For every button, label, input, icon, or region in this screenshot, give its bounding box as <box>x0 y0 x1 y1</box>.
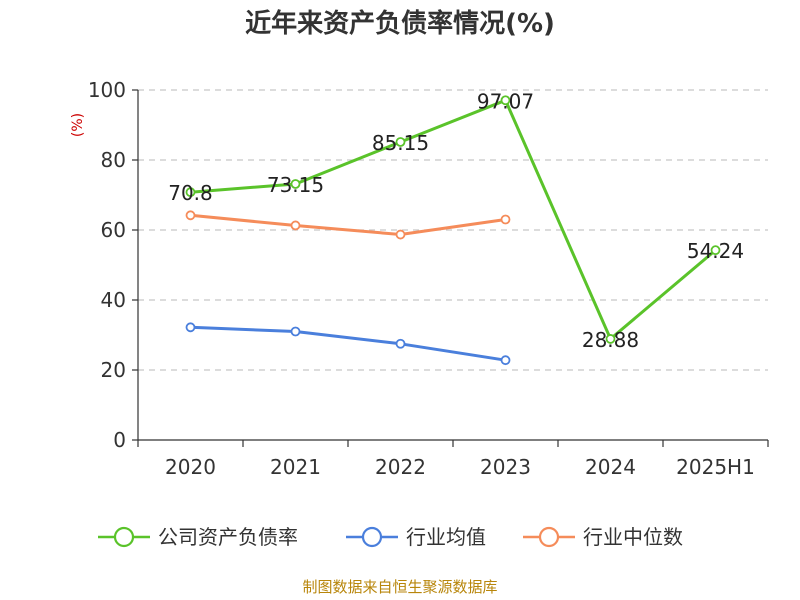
legend-label: 行业均值 <box>406 525 486 549</box>
data-point[interactable] <box>185 187 196 198</box>
series-2 <box>185 210 511 240</box>
legend-label: 公司资产负债率 <box>158 525 298 549</box>
data-point[interactable] <box>395 137 406 147</box>
data-point[interactable] <box>290 179 301 189</box>
legend-marker <box>113 526 135 548</box>
x-tick-label: 2021 <box>270 455 321 479</box>
legend[interactable]: 公司资产负债率 行业均值 行业中位数 <box>98 525 683 549</box>
series-1 <box>185 322 511 366</box>
data-point[interactable] <box>500 214 511 225</box>
data-point[interactable] <box>395 338 406 349</box>
y-tick-label: 20 <box>101 358 126 382</box>
data-point[interactable] <box>710 245 721 256</box>
data-label: 28.88 <box>582 328 639 352</box>
data-point[interactable] <box>500 355 511 366</box>
legend-item-1[interactable]: 行业均值 <box>346 525 486 549</box>
chart-title: 近年来资产负债率情况(%) <box>245 8 555 39</box>
x-tick-label: 2022 <box>375 455 426 479</box>
legend-item-2[interactable]: 行业中位数 <box>523 525 683 549</box>
legend-item-0[interactable]: 公司资产负债率 <box>98 525 298 549</box>
data-point[interactable] <box>500 95 511 106</box>
data-label: 70.8 <box>168 181 213 205</box>
data-point[interactable] <box>290 326 301 337</box>
data-label: 97.07 <box>477 89 534 113</box>
series-line <box>190 98 717 341</box>
y-axis-unit: (%) <box>70 113 86 137</box>
grid <box>138 89 768 371</box>
y-tick-label: 100 <box>88 78 126 102</box>
series-group: 70.8 73.15 85.15 97.07 28.88 54.24 <box>168 89 744 366</box>
legend-marker <box>361 526 383 548</box>
data-point[interactable] <box>290 220 301 231</box>
data-label: 73.15 <box>267 173 324 197</box>
legend-marker <box>538 526 560 548</box>
series-0: 70.8 73.15 85.15 97.07 28.88 54.24 <box>168 89 744 352</box>
y-tick-label: 40 <box>101 288 126 312</box>
data-point[interactable] <box>605 334 616 344</box>
x-tick-label: 2025H1 <box>676 455 755 479</box>
legend-label: 行业中位数 <box>583 525 683 549</box>
series-line <box>190 325 506 362</box>
data-label: 54.24 <box>687 239 744 263</box>
y-tick-label: 0 <box>113 428 126 452</box>
data-label: 85.15 <box>372 131 429 155</box>
x-tick-label: 2024 <box>585 455 636 479</box>
y-tick-label: 60 <box>101 218 126 242</box>
data-point[interactable] <box>395 229 406 240</box>
x-tick-label: 2023 <box>480 455 531 479</box>
x-tick-label: 2020 <box>165 455 216 479</box>
data-point[interactable] <box>185 210 196 221</box>
y-tick-label: 80 <box>101 148 126 172</box>
axes: 0 20 40 60 80 100 2020 2021 2022 2023 2024 2025H1 <box>88 78 769 479</box>
series-line <box>190 213 506 236</box>
source-note: 制图数据来自恒生聚源数据库 <box>302 578 497 596</box>
data-point[interactable] <box>185 322 196 333</box>
